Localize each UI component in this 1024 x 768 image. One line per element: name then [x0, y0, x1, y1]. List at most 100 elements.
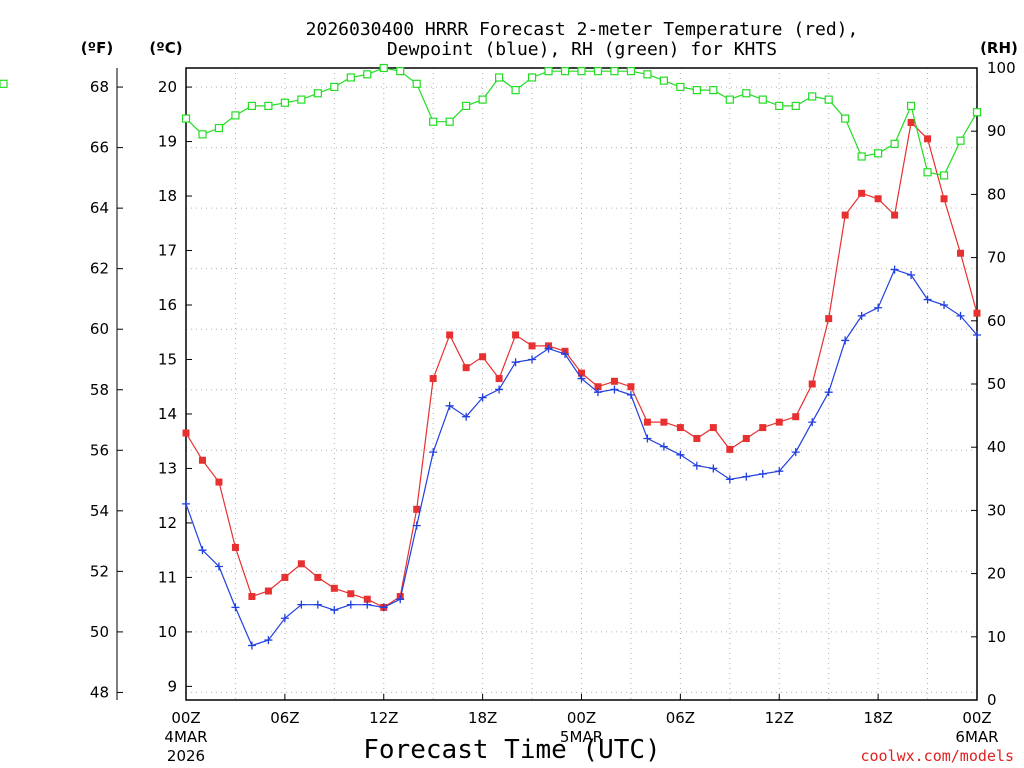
temperature-point	[331, 585, 338, 592]
dewpoint-point	[610, 385, 618, 393]
rh-point	[825, 96, 832, 103]
dewpoint-point	[248, 642, 256, 650]
dewpoint-point	[874, 304, 882, 312]
x-tick-label: 12Z	[765, 709, 794, 727]
rh-point	[331, 83, 338, 90]
dewpoint-point	[528, 355, 536, 363]
rh-point	[496, 74, 503, 81]
temperature-point	[281, 574, 288, 581]
rh-point	[594, 68, 601, 75]
dewpoint-point	[693, 462, 701, 470]
x-tick-label: 12Z	[369, 709, 398, 727]
rh-point	[693, 87, 700, 94]
temperature-point	[891, 212, 898, 219]
fahrenheit-tick-label: 52	[90, 562, 109, 580]
rh-point	[726, 96, 733, 103]
fahrenheit-tick-label: 60	[90, 320, 109, 338]
celsius-tick-label: 13	[158, 459, 177, 477]
temperature-point	[347, 590, 354, 597]
rh-point	[562, 68, 569, 75]
rh-tick-label: 50	[987, 375, 1006, 393]
rh-point	[463, 102, 470, 109]
dewpoint-point	[891, 266, 899, 274]
celsius-tick-label: 19	[158, 133, 177, 151]
dewpoint-point	[841, 336, 849, 344]
chart-subtitle: Dewpoint (blue), RH (green) for KHTS	[387, 39, 777, 60]
celsius-tick-label: 16	[158, 296, 177, 314]
rh-point	[809, 93, 816, 100]
temperature-point	[957, 250, 964, 257]
temperature-point	[726, 446, 733, 453]
x-axis-title: Forecast Time (UTC)	[363, 735, 660, 765]
celsius-tick-label: 9	[167, 677, 177, 695]
dewpoint-point	[660, 443, 668, 451]
dewpoint-point	[742, 473, 750, 481]
rh-point	[891, 140, 898, 147]
rh-tick-label: 60	[987, 312, 1006, 330]
rh-point	[479, 96, 486, 103]
x-tick-date-label: 4MAR	[164, 728, 207, 746]
dewpoint-point	[643, 434, 651, 442]
temperature-point	[199, 457, 206, 464]
temperature-point	[974, 310, 981, 317]
rh-point	[858, 153, 865, 160]
dewpoint-point	[429, 448, 437, 456]
rh-point	[0, 80, 7, 87]
rh-point	[281, 99, 288, 106]
dewpoint-point	[231, 603, 239, 611]
rh-tick-label: 30	[987, 501, 1006, 519]
temperature-point	[232, 544, 239, 551]
rh-point	[248, 102, 255, 109]
temperature-point	[413, 506, 420, 513]
temperature-point	[776, 419, 783, 426]
rh-tick-label: 70	[987, 249, 1006, 267]
temperature-point	[759, 424, 766, 431]
temperature-point	[644, 419, 651, 426]
credit-text: coolwx.com/models	[860, 747, 1014, 765]
celsius-unit-label: (ºC)	[149, 39, 182, 57]
rh-tick-label: 20	[987, 565, 1006, 583]
rh-point	[215, 125, 222, 132]
rh-point	[627, 68, 634, 75]
rh-point	[660, 77, 667, 84]
rh-point	[941, 172, 948, 179]
rh-tick-label: 100	[987, 59, 1016, 77]
temperature-point	[529, 342, 536, 349]
fahrenheit-tick-label: 64	[90, 199, 109, 217]
rh-point	[974, 109, 981, 116]
rh-point	[908, 102, 915, 109]
temperature-point	[858, 190, 865, 197]
temperature-point	[215, 479, 222, 486]
celsius-tick-label: 10	[158, 623, 177, 641]
dewpoint-point	[709, 464, 717, 472]
rh-point	[529, 74, 536, 81]
rh-point	[924, 169, 931, 176]
dewpoint-point	[726, 475, 734, 483]
temperature-point	[512, 331, 519, 338]
temperature-point	[842, 212, 849, 219]
temperature-point	[496, 375, 503, 382]
rh-point	[842, 115, 849, 122]
temperature-point	[743, 435, 750, 442]
dewpoint-point	[314, 601, 322, 609]
temperature-point	[446, 331, 453, 338]
dewpoint-point	[924, 296, 932, 304]
temperature-point	[479, 353, 486, 360]
x-tick-label: 00Z	[962, 709, 991, 727]
rh-point	[199, 131, 206, 138]
temperature-point	[941, 195, 948, 202]
dewpoint-point	[676, 451, 684, 459]
x-tick-label: 06Z	[666, 709, 695, 727]
forecast-chart: 4850525456586062646668910111213141516171…	[0, 0, 1024, 768]
rh-point	[183, 115, 190, 122]
x-tick-label: 18Z	[468, 709, 497, 727]
temperature-point	[463, 364, 470, 371]
rh-point	[743, 90, 750, 97]
rh-tick-label: 40	[987, 438, 1006, 456]
dewpoint-point	[759, 470, 767, 478]
fahrenheit-tick-label: 48	[90, 683, 109, 701]
rh-point	[298, 96, 305, 103]
rh-point	[413, 80, 420, 87]
dewpoint-point	[858, 312, 866, 320]
rh-tick-label: 0	[987, 691, 997, 709]
